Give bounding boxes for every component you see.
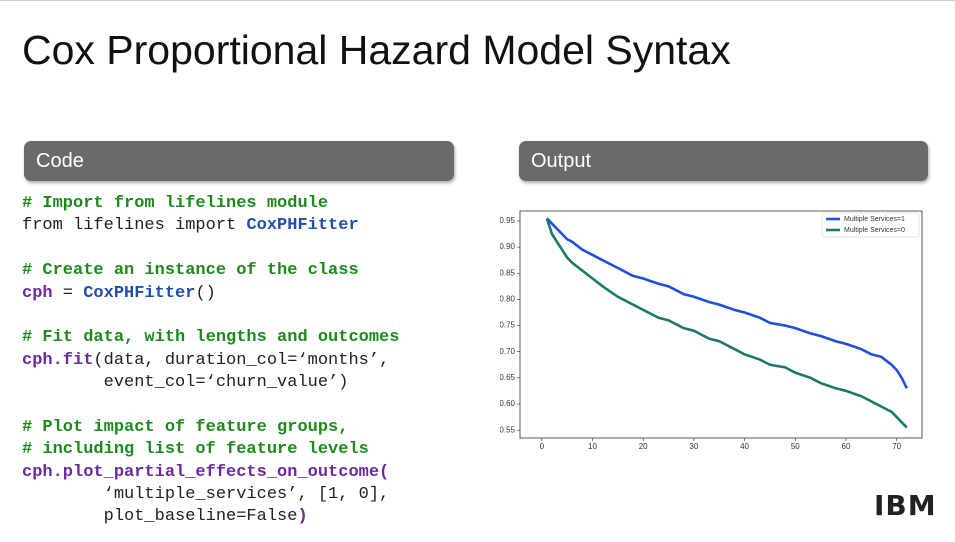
y-tick-label: 0.95 xyxy=(500,216,516,225)
legend-box xyxy=(821,212,920,238)
code-line: from lifelines import CoxPHFitter xyxy=(22,215,399,237)
y-tick-label: 0.75 xyxy=(500,321,516,330)
code-token: = xyxy=(52,283,84,303)
code-token: # Create an instance of the class xyxy=(22,261,359,281)
code-header: Code xyxy=(24,141,454,181)
code-token: CoxPHFitter xyxy=(246,216,359,236)
code-token: cph.fit xyxy=(22,350,94,370)
x-tick-label: 40 xyxy=(740,442,749,451)
legend-label: Multiple Services=1 xyxy=(844,216,905,223)
y-tick-label: 0.85 xyxy=(500,268,516,277)
code-token: # Fit data, with lengths and outcomes xyxy=(22,328,400,348)
code-token: (data, duration_col=‘months’, xyxy=(93,350,390,370)
slide-title: Cox Proportional Hazard Model Syntax xyxy=(22,27,731,73)
code-line: plot_baseline=False) xyxy=(22,506,399,528)
y-tick-label: 0.70 xyxy=(500,347,516,356)
code-line: # Import from lifelines module xyxy=(22,193,399,215)
code-line: # Plot impact of feature groups, xyxy=(22,417,399,439)
code-token: event_col=‘churn_value’) xyxy=(22,373,349,393)
logo: IBM xyxy=(874,489,937,522)
x-tick-label: 70 xyxy=(892,442,901,451)
series-line xyxy=(545,217,908,389)
code-token: from lifelines import xyxy=(22,216,247,236)
code-group: # Import from lifelines module from lifel… xyxy=(22,193,399,238)
y-tick-label: 0.60 xyxy=(500,399,516,408)
code-token: CoxPHFitter xyxy=(83,283,196,303)
y-tick-label: 0.90 xyxy=(500,242,516,251)
code-token: cph.plot_partial_effects_on_outcome( xyxy=(22,462,390,482)
code-block: # Import from lifelines module from lifel… xyxy=(22,193,399,542)
y-tick-label: 0.55 xyxy=(500,425,516,434)
x-tick-label: 20 xyxy=(639,442,648,451)
code-token: ) xyxy=(297,507,308,527)
code-line: ‘multiple_services’, [1, 0], xyxy=(22,484,399,506)
y-tick-label: 0.80 xyxy=(500,295,516,304)
chart: 0.55 0.60 0.65 0.70 0.75 0.80 0.85 0.90 0.95 0 10 2… xyxy=(500,210,923,451)
x-tick-label: 30 xyxy=(689,442,698,451)
code-group: # Plot impact of feature groups, # includ… xyxy=(22,417,399,529)
x-tick-label: 50 xyxy=(791,442,800,451)
code-token: () xyxy=(195,283,216,303)
code-line: # including list of feature levels xyxy=(22,439,399,461)
code-line: # Fit data, with lengths and outcomes xyxy=(22,327,399,349)
output-header: Output xyxy=(519,141,928,181)
x-tick-label: 0 xyxy=(540,442,545,451)
x-tick-label: 10 xyxy=(588,442,597,451)
code-group: # Fit data, with lengths and outcomes cph… xyxy=(22,327,399,394)
code-line: cph.fit(data, duration_col=‘months’, xyxy=(22,350,399,372)
code-token: cph xyxy=(22,283,53,303)
code-line: event_col=‘churn_value’) xyxy=(22,372,399,394)
code-line: # Create an instance of the class xyxy=(22,260,399,282)
code-line: cph = CoxPHFitter() xyxy=(22,283,399,305)
code-token: # Plot impact of feature groups, xyxy=(22,417,349,437)
code-token: # Import from lifelines module xyxy=(22,194,329,213)
legend-label: Multiple Services=0 xyxy=(844,227,905,234)
x-tick-label: 60 xyxy=(842,442,851,451)
code-group: # Create an instance of the class cph = C… xyxy=(22,260,399,305)
series-line xyxy=(545,217,908,429)
plot-area xyxy=(519,210,923,439)
code-line: cph.plot_partial_effects_on_outcome( xyxy=(22,462,399,484)
code-token: ‘multiple_services’, [1, 0], xyxy=(22,485,390,505)
code-token: plot_baseline=False xyxy=(22,507,298,527)
y-tick-label: 0.65 xyxy=(500,373,516,382)
code-token: # including list of feature levels xyxy=(22,440,369,460)
